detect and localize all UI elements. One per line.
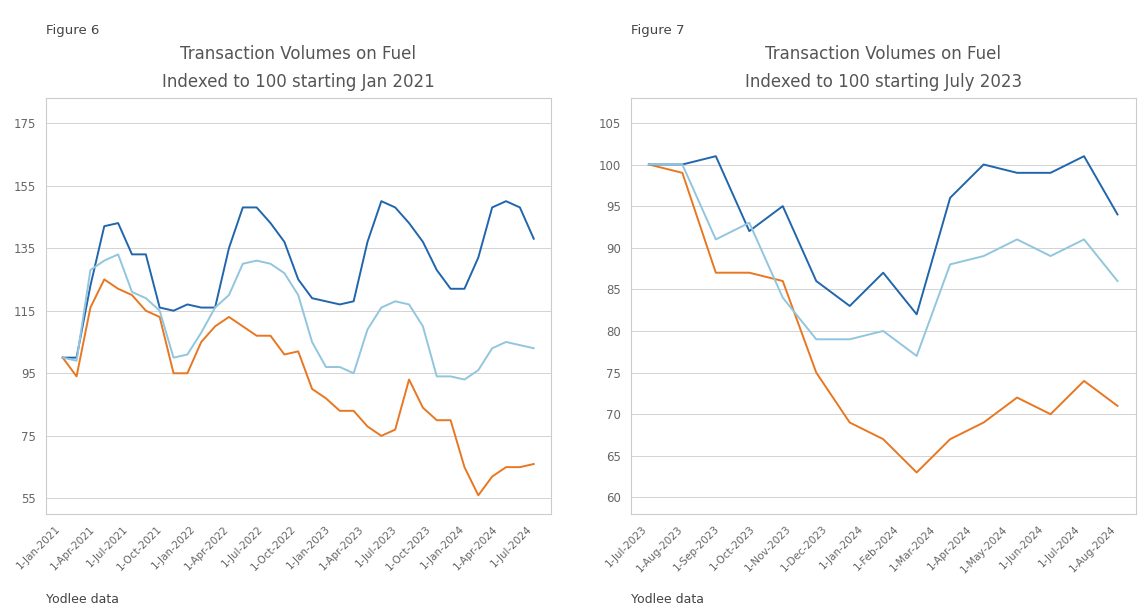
Text: Yodlee data: Yodlee data xyxy=(631,593,704,606)
Text: Figure 6: Figure 6 xyxy=(46,24,100,37)
Text: Yodlee data: Yodlee data xyxy=(46,593,119,606)
Text: Figure 7: Figure 7 xyxy=(631,24,685,37)
Title: Transaction Volumes on Fuel
Indexed to 100 starting July 2023: Transaction Volumes on Fuel Indexed to 1… xyxy=(744,45,1022,91)
Title: Transaction Volumes on Fuel
Indexed to 100 starting Jan 2021: Transaction Volumes on Fuel Indexed to 1… xyxy=(162,45,435,91)
